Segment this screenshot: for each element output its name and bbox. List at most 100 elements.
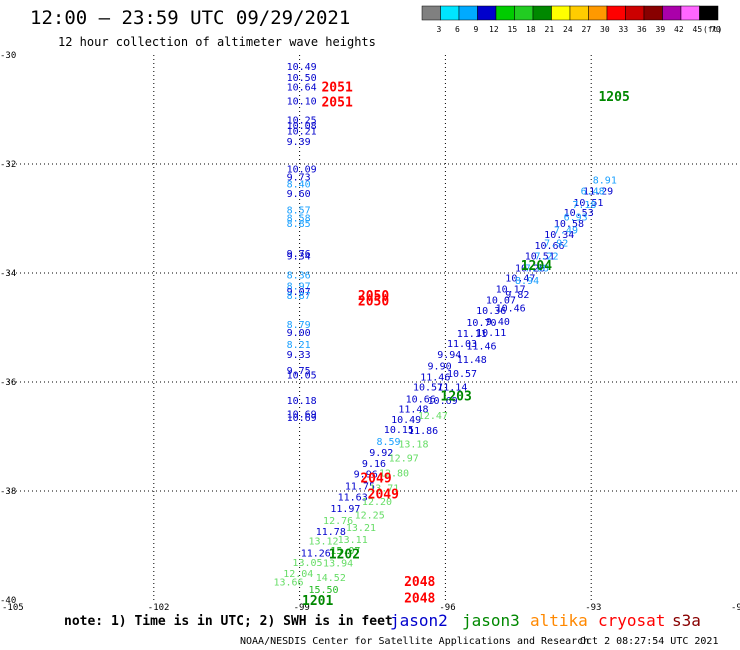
swh-value-label: 11.78 bbox=[316, 527, 346, 538]
color-scale-label: 27 bbox=[582, 25, 592, 34]
pass-number-label: 2051 bbox=[321, 95, 352, 110]
swh-value-label: 11.03 bbox=[447, 339, 477, 350]
swh-value-label: 10.17 bbox=[496, 284, 526, 295]
swh-value-label: 8.58 bbox=[287, 214, 311, 225]
swh-value-label: 12.25 bbox=[355, 511, 385, 522]
swh-value-label: 10.51 bbox=[573, 198, 603, 209]
swh-value-label: 10.05 bbox=[287, 370, 317, 381]
y-tick-label: -34 bbox=[0, 269, 16, 279]
swh-value-label: 8.94 bbox=[515, 276, 539, 287]
color-swatch bbox=[569, 5, 589, 21]
y-tick-label: -40 bbox=[0, 596, 16, 606]
swh-value-label: 9.00 bbox=[287, 328, 311, 339]
swh-value-label: 10.10 bbox=[287, 96, 317, 107]
pass-number-label: 1204 bbox=[521, 259, 552, 274]
color-scale-label: 42 bbox=[674, 25, 684, 34]
swh-value-label: 7.49 bbox=[554, 225, 578, 236]
swh-value-label: 15.07 bbox=[330, 546, 360, 557]
swh-value-label: 10.50 bbox=[287, 73, 317, 84]
swh-value-label: 10.15 bbox=[384, 425, 414, 436]
swh-value-label: 11.11 bbox=[457, 329, 487, 340]
color-scale-label: 18 bbox=[526, 25, 536, 34]
swh-value-label: 7.68 bbox=[525, 264, 549, 275]
credit-right: Oct 2 08:27:54 UTC 2021 bbox=[580, 636, 718, 647]
color-swatch bbox=[680, 5, 700, 21]
pass-number-label: 2051 bbox=[321, 81, 352, 96]
color-swatch bbox=[458, 5, 478, 21]
swh-value-label: 8.79 bbox=[287, 320, 311, 331]
swh-value-label: 9.82 bbox=[505, 290, 529, 301]
x-tick-label: -90 bbox=[731, 603, 740, 613]
swh-value-label: 11.86 bbox=[408, 426, 438, 437]
pass-number-label: 1205 bbox=[598, 90, 629, 105]
swh-value-label: 10.34 bbox=[544, 230, 574, 241]
swh-value-label: 12.80 bbox=[379, 469, 409, 480]
color-swatch bbox=[440, 5, 460, 21]
pass-number-label: 2048 bbox=[404, 591, 435, 606]
swh-value-label: 8.85 bbox=[287, 219, 311, 230]
swh-value-label: 11.26 bbox=[301, 549, 331, 560]
swh-value-label: 8.97 bbox=[287, 282, 311, 293]
chart-title: 12:00 — 23:59 UTC 09/29/2021 bbox=[30, 7, 350, 29]
color-scale-label: 33 bbox=[619, 25, 629, 34]
swh-value-label: 15.50 bbox=[308, 585, 338, 596]
color-scale-label: 70 bbox=[711, 25, 721, 34]
color-swatch bbox=[625, 5, 645, 21]
x-tick-label: -96 bbox=[439, 603, 455, 613]
footer-note: note: 1) Time is in UTC; 2) SWH is in fe… bbox=[64, 614, 393, 629]
color-scale-label: 9 bbox=[474, 25, 479, 34]
color-swatch bbox=[606, 5, 626, 21]
swh-value-label: 11.75 bbox=[345, 482, 375, 493]
swh-value-label: 11.29 bbox=[583, 186, 613, 197]
swh-value-label: 8.36 bbox=[287, 271, 311, 282]
color-swatch bbox=[495, 5, 515, 21]
swh-value-label: 7.18 bbox=[572, 200, 596, 211]
pass-number-label: 2048 bbox=[404, 575, 435, 590]
swh-value-label: 10.21 bbox=[287, 126, 317, 137]
x-tick-label: -93 bbox=[585, 603, 601, 613]
color-swatch bbox=[588, 5, 608, 21]
color-scale-label: 15 bbox=[508, 25, 518, 34]
swh-value-label: 12.76 bbox=[323, 516, 353, 527]
swh-value-label: 9.33 bbox=[287, 350, 311, 361]
y-tick-label: -30 bbox=[0, 51, 16, 61]
pass-number-label: 1202 bbox=[329, 548, 360, 563]
swh-value-label: 11.48 bbox=[457, 355, 487, 366]
swh-value-label: 10.66 bbox=[406, 394, 436, 405]
swh-value-label: 10.51 bbox=[525, 252, 555, 263]
satellite-name-cryosat: cryosat bbox=[598, 611, 665, 630]
swh-value-label: 10.46 bbox=[496, 303, 526, 314]
y-tick-label: -32 bbox=[0, 160, 16, 170]
swh-value-label: 10.18 bbox=[287, 396, 317, 407]
swh-value-label: 13.21 bbox=[346, 523, 376, 534]
swh-value-label: 13.11 bbox=[338, 535, 368, 546]
x-tick-label: -99 bbox=[294, 603, 310, 613]
swh-value-label: 8.59 bbox=[377, 437, 401, 448]
color-scale-label: 36 bbox=[637, 25, 647, 34]
swh-value-label: 10.47 bbox=[505, 273, 535, 284]
swh-value-label: 10.70 bbox=[466, 318, 496, 329]
color-scale-unit: (ft) bbox=[703, 25, 722, 34]
swh-value-label: 13.71 bbox=[369, 483, 399, 494]
swh-value-label: 10.49 bbox=[287, 62, 317, 73]
swh-value-label: 10.36 bbox=[476, 306, 506, 317]
color-scale-label: 3 bbox=[437, 25, 442, 34]
pass-number-label: 2049 bbox=[360, 471, 391, 486]
swh-value-label: 10.69 bbox=[428, 396, 458, 407]
swh-value-label: 10.66 bbox=[534, 241, 564, 252]
swh-value-label: 10.57 bbox=[447, 369, 477, 380]
swh-value-label: 10.11 bbox=[476, 328, 506, 339]
color-swatch bbox=[699, 5, 719, 21]
swh-value-label: 10.69 bbox=[287, 410, 317, 421]
y-tick-label: -38 bbox=[0, 487, 16, 497]
swh-value-label: 9.34 bbox=[287, 252, 311, 263]
color-scale-label: 45 bbox=[693, 25, 703, 34]
swh-value-label: 8.21 bbox=[287, 340, 311, 351]
satellite-name-altika: altika bbox=[530, 611, 588, 630]
swh-value-label: 10.09 bbox=[287, 164, 317, 175]
pass-number-label: 2050 bbox=[358, 294, 389, 309]
swh-value-label: 9.60 bbox=[287, 189, 311, 200]
swh-value-label: 7.92 bbox=[544, 239, 568, 250]
swh-value-label: 9.76 bbox=[287, 249, 311, 260]
swh-value-label: 10.49 bbox=[391, 415, 421, 426]
